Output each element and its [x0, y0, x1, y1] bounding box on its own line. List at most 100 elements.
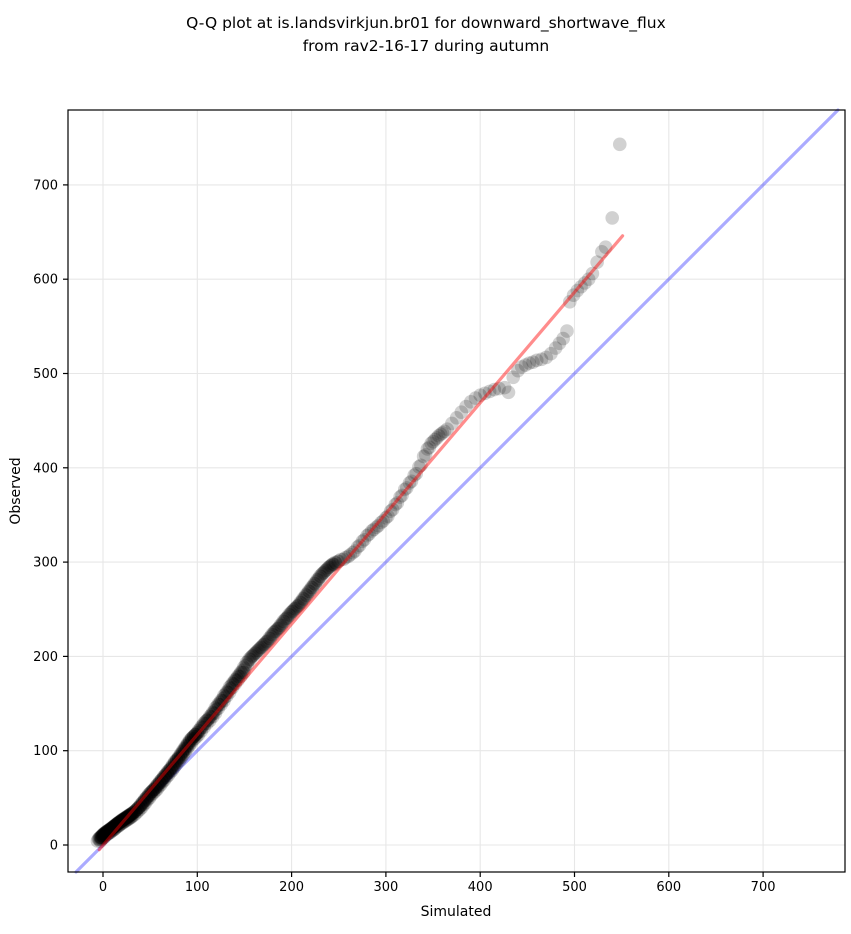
scatter-point [219, 689, 234, 703]
scatter-point [145, 784, 159, 798]
scatter-point [211, 697, 225, 712]
scatter-point [121, 809, 136, 824]
scatter-point [244, 650, 258, 665]
scatter-point [135, 795, 150, 810]
scatter-point [196, 718, 210, 733]
scatter-point [217, 690, 232, 705]
scatter-point [179, 740, 193, 754]
scatter-point [212, 697, 226, 712]
scatter-point [534, 352, 549, 367]
scatter-point [160, 766, 174, 781]
scatter-point [104, 824, 119, 838]
scatter-point [231, 673, 245, 687]
scatter-point [306, 578, 321, 593]
scatter-point [426, 434, 440, 449]
scatter-point [197, 716, 211, 730]
scatter-point [205, 710, 220, 724]
scatter-point [522, 356, 537, 370]
scatter-point [107, 819, 122, 833]
scatter-point [201, 711, 216, 726]
scatter-point [111, 816, 125, 831]
scatter-point [156, 771, 171, 785]
scatter-point [101, 824, 116, 838]
scatter-point [186, 730, 201, 744]
scatter-point [94, 830, 109, 845]
scatter-point [379, 510, 393, 525]
scatter-point [105, 821, 120, 835]
scatter-point [262, 631, 276, 645]
scatter-point [160, 766, 175, 781]
scatter-point [180, 742, 194, 756]
scatter-point [104, 821, 119, 835]
scatter-point [103, 822, 118, 836]
scatter-point [133, 798, 148, 813]
scatter-point [581, 272, 596, 287]
scatter-point [303, 582, 318, 597]
scatter-point [134, 798, 148, 813]
scatter-point [213, 695, 227, 710]
scatter-point [207, 704, 222, 718]
scatter-point [186, 729, 201, 744]
scatter-point [139, 792, 154, 806]
scatter-point [126, 805, 141, 820]
scatter-point [122, 810, 137, 825]
scatter-point [200, 716, 214, 731]
scatter-point [322, 560, 337, 574]
scatter-point [111, 815, 126, 830]
scatter-point [119, 810, 134, 825]
scatter-point [217, 694, 231, 708]
scatter-point [94, 829, 108, 844]
scatter-point [173, 749, 188, 764]
scatter-point [414, 458, 428, 473]
scatter-point [324, 558, 339, 573]
scatter-point [381, 509, 395, 523]
scatter-point [300, 586, 315, 601]
scatter-point [331, 554, 346, 568]
scatter-point [108, 819, 123, 833]
scatter-point [147, 782, 161, 797]
scatter-point [548, 341, 563, 355]
scatter-point [478, 386, 492, 401]
plot-border [67, 109, 846, 873]
scatter-point [184, 731, 199, 746]
scatter-point [175, 745, 190, 760]
scatter-point [155, 775, 170, 789]
scatter-point [317, 564, 332, 579]
scatter-point [283, 606, 298, 620]
scatter-point [167, 760, 181, 775]
scatter-point [166, 757, 180, 772]
scatter-point [198, 714, 213, 729]
x-tick-label: 700 [751, 880, 776, 895]
scatter-point [117, 811, 132, 826]
scatter-point [195, 720, 209, 735]
scatter-point [200, 713, 215, 727]
scatter-point [255, 639, 270, 653]
scatter-point [482, 384, 497, 399]
scatter-point [106, 820, 121, 834]
scatter-point [117, 812, 132, 827]
scatter-point [99, 827, 113, 842]
scatter-point [298, 590, 312, 604]
scatter-point [240, 657, 255, 672]
scatter-point [115, 816, 129, 831]
scatter-point [234, 669, 248, 684]
scatter-point [156, 770, 171, 784]
scatter-point [139, 791, 154, 805]
scatter-point [204, 708, 219, 722]
scatter-point [222, 685, 237, 700]
scatter-point [249, 644, 264, 659]
scatter-point [225, 680, 240, 695]
scatter-point [178, 744, 193, 759]
scatter-point [99, 825, 113, 839]
scatter-point [194, 720, 208, 734]
scatter-point [99, 824, 114, 839]
scatter-point [279, 611, 293, 626]
scatter-point [278, 612, 292, 627]
y-tick-label: 100 [33, 744, 58, 759]
scatter-point [248, 646, 262, 661]
scatter-point [98, 825, 112, 840]
scatter-point [104, 825, 118, 839]
scatter-point [331, 554, 345, 569]
scatter-point [108, 821, 123, 835]
